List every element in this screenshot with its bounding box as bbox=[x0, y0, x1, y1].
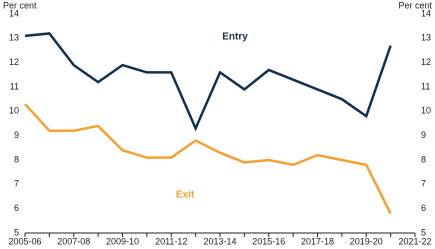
y2-tick-label: 10 bbox=[421, 106, 431, 116]
y-tick-label: 14 bbox=[9, 8, 19, 18]
x-tick-label: 2009-10 bbox=[106, 236, 139, 246]
x-tick-label: 2011-12 bbox=[155, 236, 187, 246]
y2-tick-label: 11 bbox=[421, 81, 430, 91]
y-tick-label: 7 bbox=[14, 179, 19, 189]
x-tick-label: 2007-08 bbox=[57, 236, 90, 246]
y-tick-label: 5 bbox=[14, 227, 19, 237]
y-tick-label: 11 bbox=[10, 81, 19, 91]
y2-tick-label: 13 bbox=[421, 33, 431, 43]
y2-tick-label: 6 bbox=[421, 203, 426, 213]
series-label: Exit bbox=[176, 190, 195, 201]
y-tick-label: 8 bbox=[14, 154, 19, 164]
y-tick-label: 9 bbox=[14, 130, 19, 140]
y2-tick-label: 12 bbox=[421, 57, 431, 67]
series-label: Entry bbox=[222, 32, 248, 43]
x-tick-label: 2013-14 bbox=[203, 236, 236, 246]
y2-axis-label: Per cent bbox=[398, 0, 432, 10]
x-tick-label: 2019-20 bbox=[350, 236, 383, 246]
y2-tick-label: 5 bbox=[421, 227, 426, 237]
series-line bbox=[24, 32, 392, 132]
x-tick-label: 2005-06 bbox=[8, 236, 41, 246]
x-tick-label: 2021-22 bbox=[398, 236, 431, 246]
x-tick-label: 2015-16 bbox=[252, 236, 285, 246]
y-axis-label: Per cent bbox=[3, 0, 37, 10]
series-line bbox=[24, 103, 392, 215]
y-tick-label: 6 bbox=[14, 203, 19, 213]
y2-tick-label: 9 bbox=[421, 130, 426, 140]
y2-tick-label: 14 bbox=[421, 8, 431, 18]
y-tick-label: 10 bbox=[9, 106, 19, 116]
x-tick-label: 2017-18 bbox=[301, 236, 334, 246]
y2-tick-label: 7 bbox=[421, 179, 426, 189]
y-tick-label: 12 bbox=[9, 57, 19, 67]
y2-tick-label: 8 bbox=[421, 154, 426, 164]
y-tick-label: 13 bbox=[9, 33, 19, 43]
